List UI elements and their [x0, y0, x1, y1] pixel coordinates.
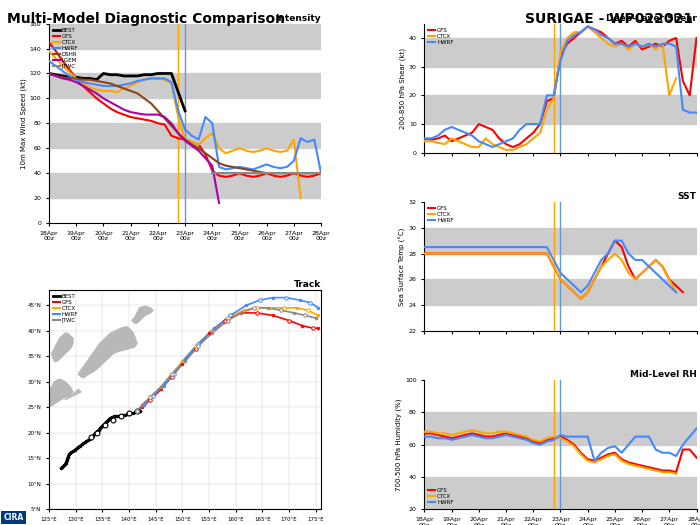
Polygon shape — [49, 379, 73, 407]
Polygon shape — [22, 410, 30, 423]
Polygon shape — [52, 333, 73, 361]
Bar — [49, 24, 321, 48]
Text: Deep-Layer Shear: Deep-Layer Shear — [606, 14, 696, 23]
Text: SST: SST — [678, 192, 696, 201]
Bar — [424, 38, 696, 67]
Legend: GFS, CTCX, HWRF: GFS, CTCX, HWRF — [427, 487, 455, 507]
Polygon shape — [132, 306, 153, 323]
Legend: BEST, GFS, CTCX, HWRF, DSHR, LGEM, JTWC: BEST, GFS, CTCX, HWRF, DSHR, LGEM, JTWC — [52, 26, 79, 70]
Legend: GFS, CTCX, HWRF: GFS, CTCX, HWRF — [427, 205, 455, 224]
Text: Intensity: Intensity — [275, 14, 321, 23]
Text: SURIGAE - WP022021: SURIGAE - WP022021 — [525, 12, 693, 26]
Bar — [424, 477, 696, 509]
Text: CIRA: CIRA — [4, 513, 24, 522]
Y-axis label: 200-850 hPa Shear (kt): 200-850 hPa Shear (kt) — [400, 48, 406, 129]
Bar — [424, 96, 696, 124]
Legend: GFS, CTCX, HWRF: GFS, CTCX, HWRF — [427, 26, 455, 46]
Bar — [424, 412, 696, 445]
Text: Track: Track — [294, 280, 321, 289]
Bar — [424, 279, 696, 305]
Y-axis label: Sea Surface Temp (°C): Sea Surface Temp (°C) — [399, 227, 406, 306]
Text: Mid-Level RH: Mid-Level RH — [629, 370, 696, 380]
Text: Multi-Model Diagnostic Comparison: Multi-Model Diagnostic Comparison — [7, 12, 285, 26]
Bar — [424, 228, 696, 254]
Polygon shape — [78, 327, 137, 377]
Y-axis label: 10m Max Wind Speed (kt): 10m Max Wind Speed (kt) — [20, 78, 27, 169]
Y-axis label: 700-500 hPa Humidity (%): 700-500 hPa Humidity (%) — [396, 398, 402, 491]
Bar — [49, 74, 321, 98]
Legend: BEST, GFS, CTCX, HWRF, JTWC: BEST, GFS, CTCX, HWRF, JTWC — [52, 293, 79, 324]
Polygon shape — [65, 390, 81, 400]
Bar — [49, 173, 321, 198]
Polygon shape — [22, 435, 36, 464]
Bar — [49, 123, 321, 148]
